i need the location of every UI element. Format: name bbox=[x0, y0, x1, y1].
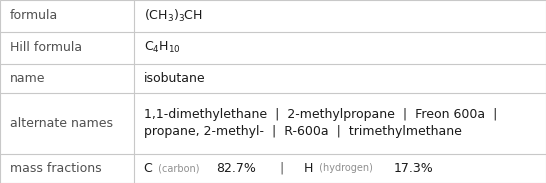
Text: C: C bbox=[144, 162, 152, 175]
Text: (carbon): (carbon) bbox=[155, 163, 203, 173]
Text: (hydrogen): (hydrogen) bbox=[316, 163, 376, 173]
Text: formula: formula bbox=[10, 9, 58, 22]
Text: alternate names: alternate names bbox=[10, 117, 113, 130]
Text: $\mathrm{C}_4\mathrm{H}_{10}$: $\mathrm{C}_4\mathrm{H}_{10}$ bbox=[144, 40, 181, 55]
Text: mass fractions: mass fractions bbox=[10, 162, 102, 175]
Text: isobutane: isobutane bbox=[144, 72, 205, 85]
Text: 17.3%: 17.3% bbox=[394, 162, 434, 175]
Text: 1,1-dimethylethane  |  2-methylpropane  |  Freon 600a  |: 1,1-dimethylethane | 2-methylpropane | F… bbox=[144, 108, 497, 121]
Text: 82.7%: 82.7% bbox=[216, 162, 256, 175]
Text: |: | bbox=[268, 162, 296, 175]
Text: name: name bbox=[10, 72, 45, 85]
Text: Hill formula: Hill formula bbox=[10, 41, 82, 54]
Text: $(\mathrm{CH}_3)_3\mathrm{CH}$: $(\mathrm{CH}_3)_3\mathrm{CH}$ bbox=[144, 8, 203, 24]
Text: propane, 2-methyl-  |  R-600a  |  trimethylmethane: propane, 2-methyl- | R-600a | trimethylm… bbox=[144, 125, 461, 138]
Text: H: H bbox=[304, 162, 313, 175]
